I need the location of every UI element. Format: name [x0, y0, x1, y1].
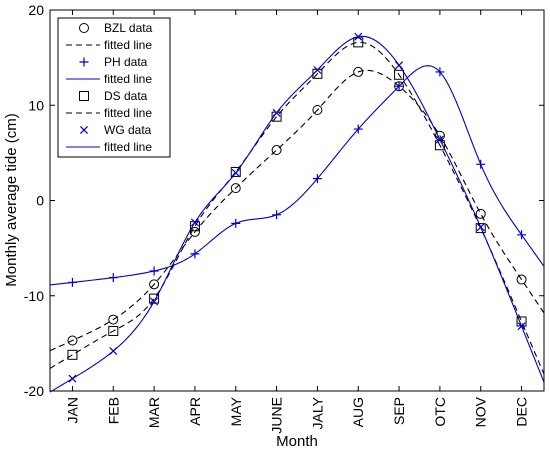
fitted-lines [49, 35, 545, 393]
legend-label: WG data [104, 123, 152, 137]
x-tick-label: JUNE [269, 397, 285, 434]
x-tick-label: FEB [105, 397, 121, 424]
data-point [353, 37, 364, 48]
x-tick-label: JALY [309, 396, 325, 429]
x-tick-label: DEC [514, 397, 530, 427]
data-point [394, 81, 404, 91]
data-point [190, 218, 199, 227]
x-tick-label: APR [187, 397, 203, 426]
y-axis-title: Monthly average tide (cm) [3, 113, 20, 286]
legend-marker [79, 91, 89, 101]
data-point [231, 218, 241, 228]
data-point [475, 208, 486, 219]
data-point [434, 140, 445, 151]
data-point [476, 223, 485, 232]
legend-marker [79, 23, 89, 33]
data-markers [67, 32, 527, 383]
fitted-line [49, 35, 545, 393]
data-point [517, 230, 527, 240]
legend-label: DS data [104, 89, 148, 103]
data-point [354, 32, 363, 41]
legend-label: BZL data [104, 21, 153, 35]
data-point [312, 105, 323, 116]
y-tick-label: 0 [36, 193, 44, 209]
data-point [435, 67, 445, 77]
data-point [230, 183, 241, 194]
data-point [108, 314, 119, 325]
legend: BZL data fitted line PH data fitted line DS … [57, 17, 171, 158]
data-point [516, 274, 527, 285]
fitted-line [49, 65, 545, 286]
x-tick-label: SEP [391, 397, 407, 425]
data-point [67, 349, 78, 360]
x-tick-label: NOV [473, 396, 489, 427]
data-point [312, 174, 322, 184]
data-point [395, 61, 404, 70]
x-tick-label: MAR [146, 397, 162, 428]
tick-labels: -20 -10 0 10 20 JAN FEB MAR APR MAY JUNE JALY AUG SEP… [24, 2, 530, 434]
axis-ticks [50, 9, 544, 392]
y-tick-label: -20 [24, 383, 44, 399]
legend-label: fitted line [104, 72, 152, 86]
data-point [231, 168, 240, 177]
data-point [476, 159, 486, 169]
x-tick-label: MAY [228, 396, 244, 426]
data-point [149, 266, 159, 276]
data-point [353, 66, 364, 77]
legend-marker [79, 57, 89, 67]
y-tick-label: -10 [24, 288, 44, 304]
y-tick-label: 10 [28, 97, 44, 113]
data-point [149, 293, 160, 304]
x-tick-label: JAN [64, 397, 80, 423]
data-point [189, 226, 200, 237]
data-point [313, 65, 322, 75]
data-point [150, 297, 159, 306]
fitted-line [49, 41, 545, 375]
data-point [67, 335, 78, 346]
data-point [67, 277, 77, 287]
data-point [435, 135, 444, 144]
data-point [109, 346, 118, 356]
data-point [475, 223, 486, 234]
data-point [149, 279, 160, 290]
legend-label: fitted line [104, 38, 152, 52]
legend-marker [79, 125, 89, 135]
data-point [108, 325, 119, 336]
fitted-line [49, 69, 545, 352]
data-point [190, 249, 200, 259]
data-point [230, 166, 241, 177]
legend-label: fitted line [104, 106, 152, 120]
data-point [394, 69, 405, 80]
data-point [353, 124, 363, 134]
legend-label: PH data [104, 55, 148, 69]
x-tick-label: OTC [432, 397, 448, 427]
x-tick-label: AUG [350, 397, 366, 427]
data-point [68, 374, 77, 383]
data-point [517, 322, 526, 331]
data-point [271, 145, 282, 156]
y-tick-label: 20 [28, 2, 44, 18]
data-point [272, 210, 282, 220]
data-point [108, 273, 118, 283]
legend-label: fitted line [104, 140, 152, 154]
data-point [272, 108, 281, 117]
x-axis-title: Month [276, 433, 318, 450]
legend-box [57, 17, 171, 158]
